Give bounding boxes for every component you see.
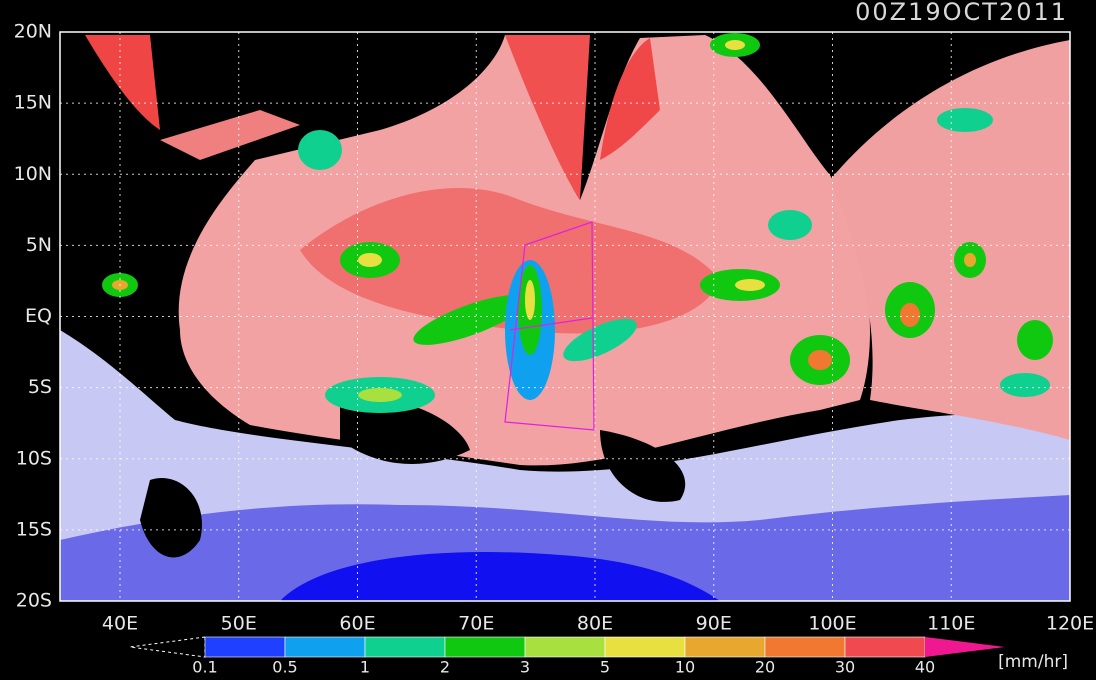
colorbar-above-arrow — [925, 637, 1005, 657]
lat-label: 20N — [14, 21, 52, 43]
colorbar-label: 1 — [360, 658, 370, 677]
dry-patch — [340, 398, 470, 464]
colorbar-box — [444, 636, 526, 658]
rain-core — [300, 188, 720, 334]
india — [505, 35, 590, 200]
colorbar-below-arrow — [129, 636, 206, 658]
colorbar-label: 5 — [600, 658, 610, 677]
lon-label: 90E — [696, 613, 732, 635]
colorbar-box — [284, 636, 366, 658]
lon-label: 100E — [808, 613, 856, 635]
lat-label: 10N — [14, 163, 52, 185]
colorbar-box — [684, 636, 766, 658]
lon-label: 80E — [577, 613, 613, 635]
dry-patch — [600, 430, 686, 502]
lat-label: 10S — [16, 447, 52, 469]
lon-label: 40E — [102, 613, 138, 635]
lat-label: 5N — [26, 234, 52, 256]
maritime-continent — [830, 40, 1070, 440]
analysis-box — [504, 221, 595, 431]
gulf-of-aden — [160, 110, 300, 160]
colorbar-box — [844, 636, 926, 658]
bay-patch — [600, 38, 660, 160]
lat-label: 15S — [16, 518, 52, 540]
southern-ocean-deep — [60, 495, 1070, 601]
map-frame — [59, 31, 1071, 602]
colorbar-box — [364, 636, 446, 658]
lat-label: EQ — [25, 305, 52, 327]
colorbar-label: 3 — [520, 658, 530, 677]
map-title: 00Z19OCT2011 — [855, 0, 1068, 26]
colorbar-label: 20 — [755, 658, 775, 677]
colorbar-label: 40 — [915, 658, 935, 677]
colorbar-box — [524, 636, 606, 658]
rain-cells — [102, 33, 1053, 413]
colorbar-label: 30 — [835, 658, 855, 677]
southern-ocean-deepest — [280, 552, 720, 601]
colorbar-box — [764, 636, 846, 658]
lon-label: 120E — [1046, 613, 1094, 635]
colorbar-box — [604, 636, 686, 658]
lat-label: 15N — [14, 92, 52, 114]
colorbar-label: 0.1 — [192, 658, 217, 677]
arabia — [85, 35, 160, 130]
lon-label: 50E — [221, 613, 257, 635]
map-field — [60, 32, 1070, 601]
colorbar-label: 2 — [440, 658, 450, 677]
madagascar — [140, 478, 202, 558]
lon-label: 70E — [458, 613, 494, 635]
lat-label: 5S — [28, 376, 52, 398]
lat-label: 20S — [16, 590, 52, 612]
colorbar-box — [204, 636, 286, 658]
grid — [60, 32, 1070, 601]
lon-label: 60E — [339, 613, 375, 635]
colorbar-units: [mm/hr] — [998, 652, 1068, 672]
colorbar-label: 10 — [675, 658, 695, 677]
lon-label: 110E — [927, 613, 975, 635]
colorbar-label: 0.5 — [272, 658, 297, 677]
